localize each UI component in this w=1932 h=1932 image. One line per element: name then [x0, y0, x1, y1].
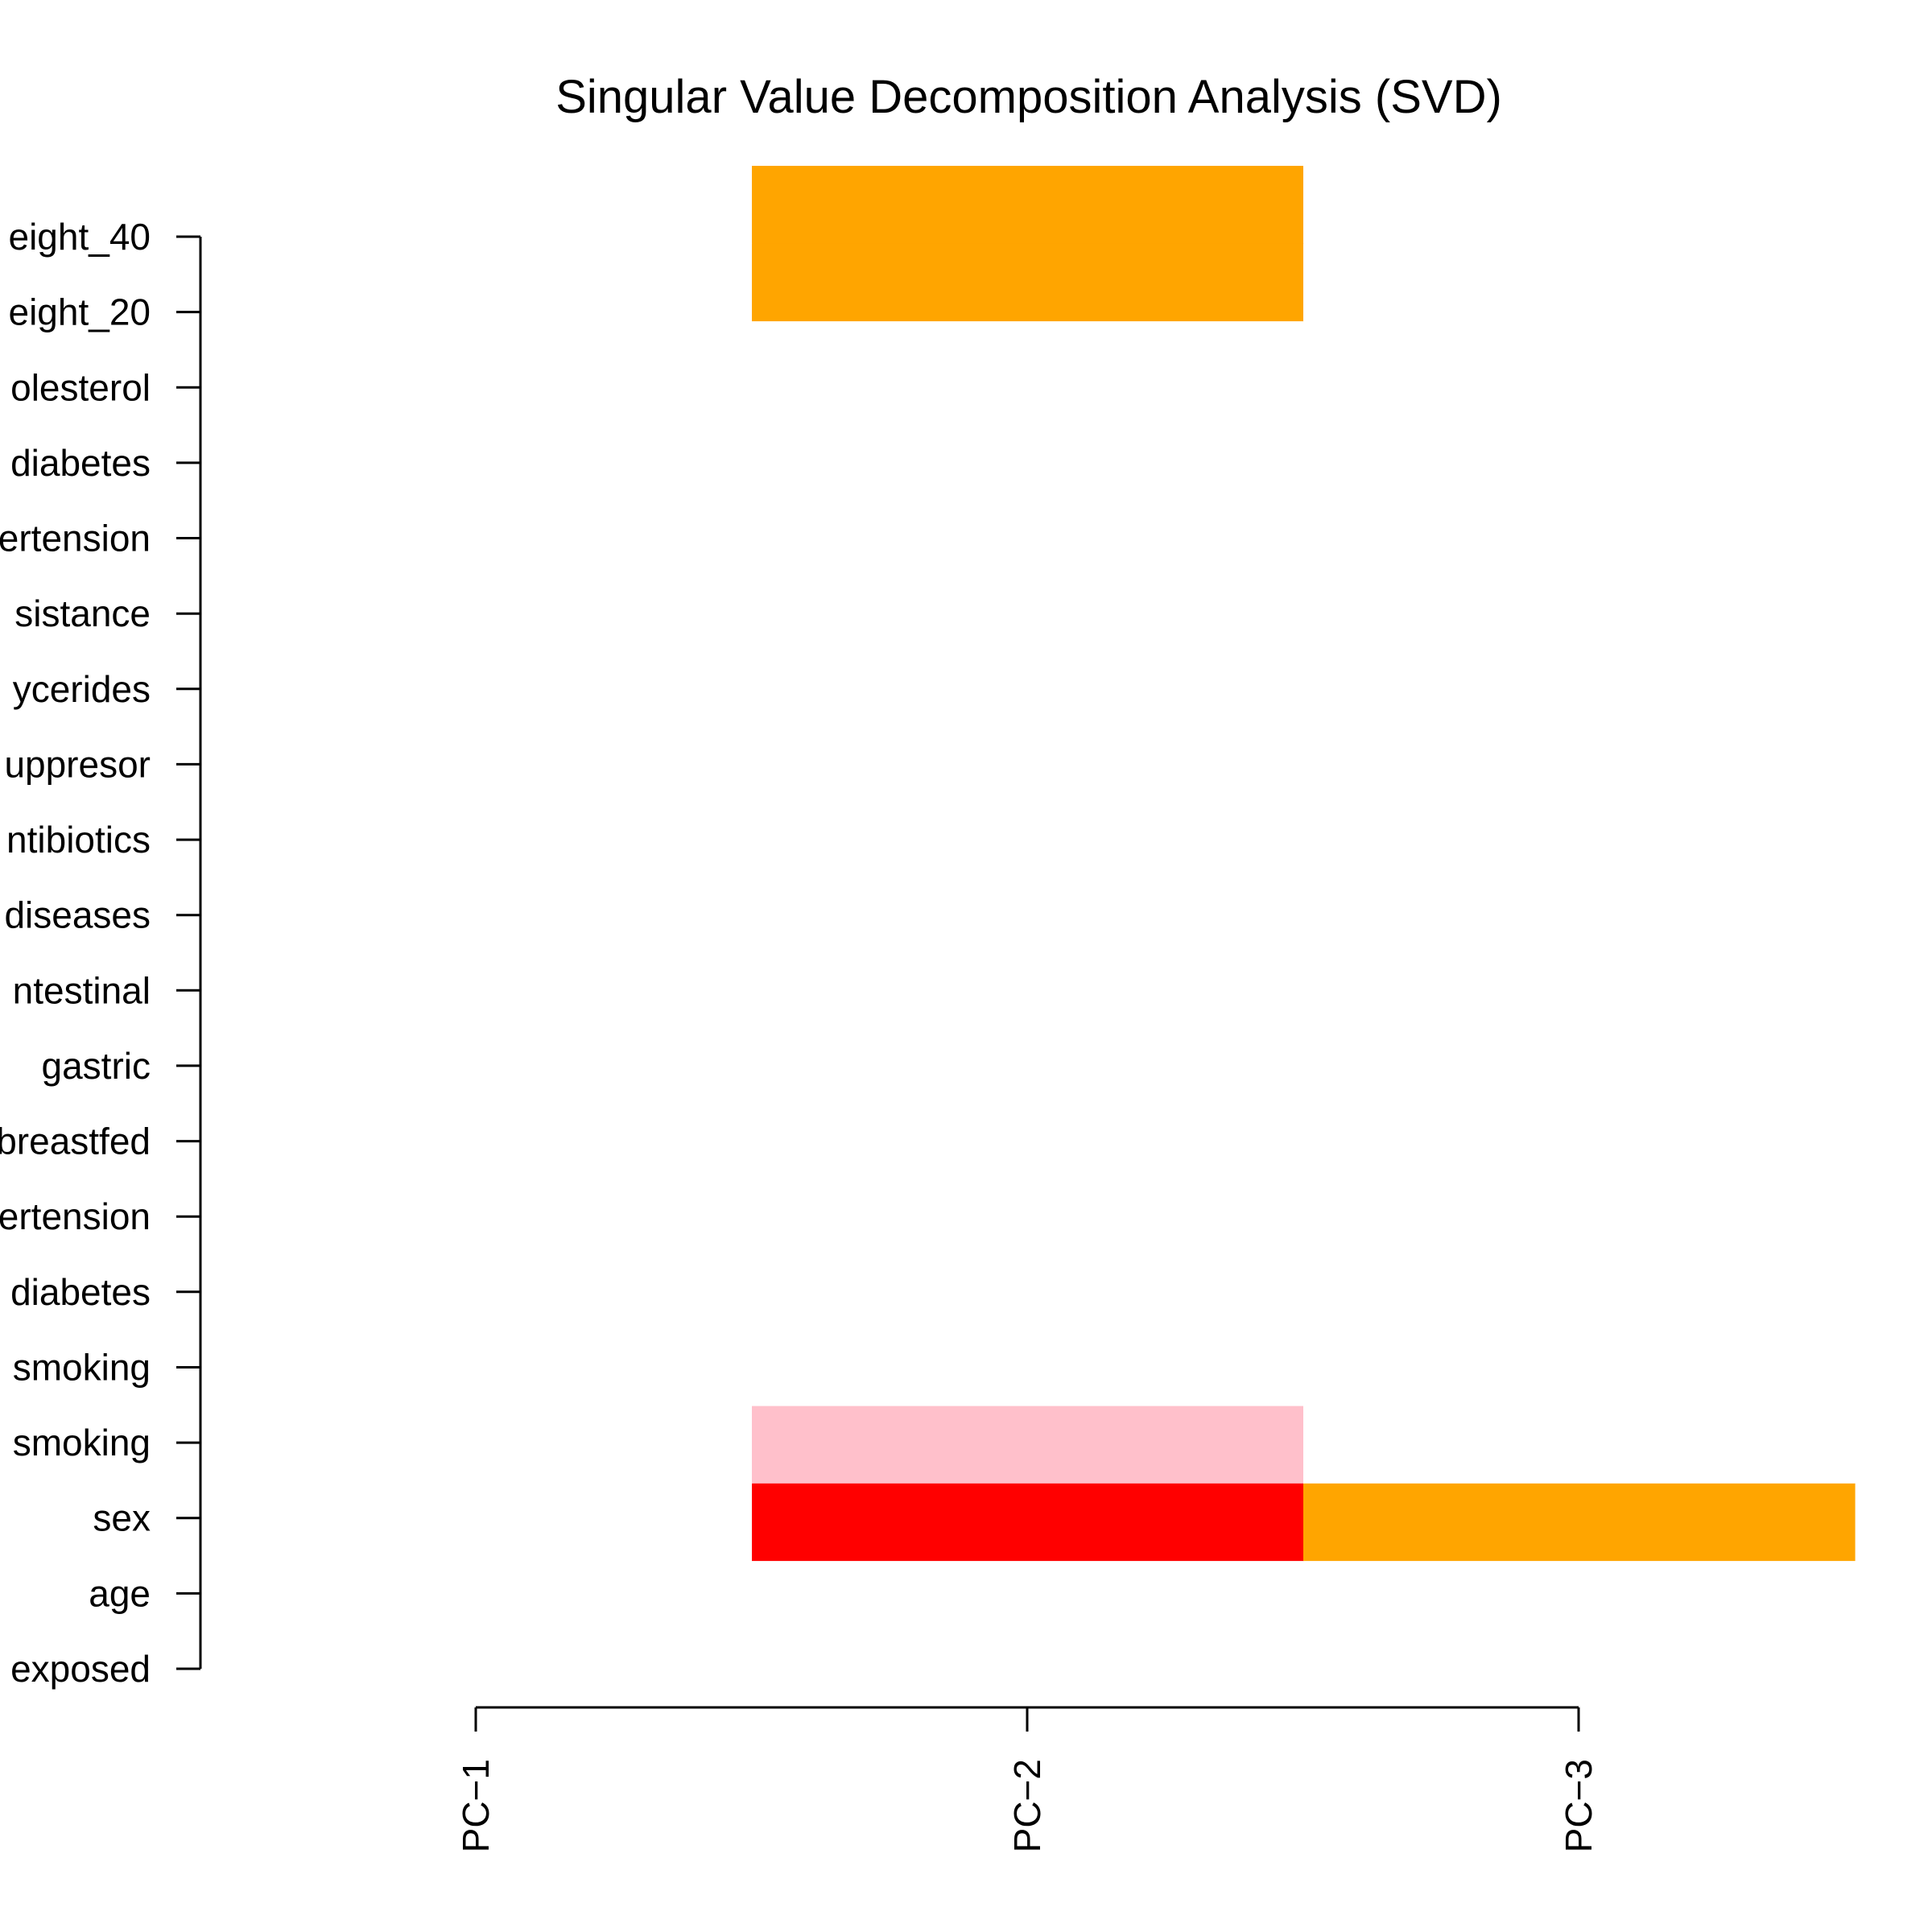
heatmap-cell-r6-c0 — [200, 1173, 753, 1252]
heatmap-cell-r8-c2 — [1303, 1018, 1856, 1096]
heatmap-cell-r7-c2 — [1303, 1096, 1856, 1174]
heatmap-cell-r1-c2 — [1303, 1560, 1856, 1639]
heatmap-cell-r15-c1 — [752, 476, 1304, 554]
heatmap-cell-r5-c0 — [200, 1250, 753, 1329]
y-tick-label: eight_40 — [9, 216, 151, 258]
heatmap-cell-r1-c1 — [752, 1560, 1304, 1639]
heatmap-cell-r9-c2 — [1303, 940, 1856, 1019]
heatmap-cell-r14-c1 — [752, 553, 1304, 632]
y-tick-label: age — [89, 1572, 151, 1614]
heatmap-cell-r13-c1 — [752, 630, 1304, 709]
y-tick-label: sistance — [14, 592, 151, 634]
y-tick-label: ntibiotics — [6, 819, 151, 861]
heatmap-cell-r18-c1 — [752, 243, 1304, 322]
y-tick-label: diabetes — [10, 442, 151, 484]
x-axis: PC−1 PC−2 PC−3 — [455, 1706, 1600, 1852]
heatmap-cell-r17-c0 — [200, 320, 753, 399]
heatmap-cell-r7-c0 — [200, 1096, 753, 1174]
heatmap-cell-r16-c1 — [752, 398, 1304, 477]
chart-title: Singular Value Decomposition Analysis (S… — [555, 71, 1502, 123]
heatmap-cell-r0-c2 — [1303, 1637, 1856, 1716]
heatmap-cell-r14-c0 — [200, 553, 753, 632]
y-tick-label: diabetes — [10, 1271, 151, 1313]
heatmap-cell-r18-c0 — [200, 243, 753, 322]
y-tick-label: breastfed — [0, 1121, 151, 1162]
y-tick-label: eight_20 — [9, 291, 151, 333]
heatmap-cell-r13-c0 — [200, 630, 753, 709]
heatmap-cell-r19-c1 — [752, 166, 1304, 244]
heatmap-cell-r17-c2 — [1303, 320, 1856, 399]
heatmap-cell-r4-c2 — [1303, 1327, 1856, 1406]
x-tick-label: PC−2 — [1006, 1759, 1048, 1852]
heatmap-cell-r14-c2 — [1303, 553, 1856, 632]
heatmap-cell-r3-c1 — [752, 1406, 1304, 1484]
heatmap-cell-r12-c2 — [1303, 708, 1856, 786]
heatmap-cell-r19-c2 — [1303, 166, 1856, 244]
heatmap-cell-r6-c2 — [1303, 1173, 1856, 1252]
y-tick-label: ertension — [0, 1195, 151, 1237]
heatmap-cell-r15-c0 — [200, 476, 753, 554]
heatmap-cell-r8-c1 — [752, 1018, 1304, 1096]
heatmap-cell-r9-c1 — [752, 940, 1304, 1019]
y-tick-label: smoking — [13, 1422, 151, 1463]
heatmap-cell-r1-c0 — [200, 1560, 753, 1639]
heatmap-cell-r2-c0 — [200, 1483, 753, 1562]
heatmap-cell-r10-c2 — [1303, 863, 1856, 942]
heatmap-cell-r5-c2 — [1303, 1250, 1856, 1329]
heatmap-cells — [200, 166, 1856, 1716]
x-tick-label: PC−1 — [455, 1759, 497, 1852]
y-tick-label: smoking — [13, 1347, 151, 1389]
heatmap-cell-r7-c1 — [752, 1096, 1304, 1174]
heatmap-cell-r9-c0 — [200, 940, 753, 1019]
heatmap-cell-r8-c0 — [200, 1018, 753, 1096]
y-axis: exposed age sex smoking smoking diabetes erten… — [0, 216, 202, 1690]
heatmap-cell-r11-c0 — [200, 786, 753, 864]
heatmap-cell-r18-c2 — [1303, 243, 1856, 322]
heatmap-cell-r3-c2 — [1303, 1406, 1856, 1484]
y-tick-label: ycerides — [13, 668, 151, 710]
y-tick-label: gastric — [42, 1045, 151, 1087]
heatmap-cell-r5-c1 — [752, 1250, 1304, 1329]
heatmap-cell-r10-c0 — [200, 863, 753, 942]
heatmap-cell-r13-c2 — [1303, 630, 1856, 709]
heatmap-cell-r17-c1 — [752, 320, 1304, 399]
y-tick-label: ntestinal — [13, 969, 151, 1011]
heatmap-cell-r2-c2 — [1303, 1483, 1856, 1562]
y-tick-label: olesterol — [10, 366, 151, 408]
heatmap-cell-r16-c2 — [1303, 398, 1856, 477]
heatmap-cell-r4-c0 — [200, 1327, 753, 1406]
y-tick-label: sex — [93, 1497, 151, 1539]
heatmap-cell-r11-c1 — [752, 786, 1304, 864]
heatmap-cell-r12-c0 — [200, 708, 753, 786]
heatmap-cell-r11-c2 — [1303, 786, 1856, 864]
heatmap-cell-r6-c1 — [752, 1173, 1304, 1252]
y-tick-label: uppresor — [4, 743, 151, 785]
heatmap-cell-r15-c2 — [1303, 476, 1856, 554]
heatmap-cell-r19-c0 — [200, 166, 753, 244]
y-tick-label: diseases — [4, 894, 151, 936]
heatmap-cell-r0-c0 — [200, 1637, 753, 1716]
heatmap-cell-r3-c0 — [200, 1406, 753, 1484]
heatmap-cell-r12-c1 — [752, 708, 1304, 786]
heatmap-cell-r4-c1 — [752, 1327, 1304, 1406]
heatmap-cell-r2-c1 — [752, 1483, 1304, 1562]
x-tick-label: PC−3 — [1558, 1759, 1600, 1852]
heatmap-cell-r16-c0 — [200, 398, 753, 477]
heatmap-cell-r10-c1 — [752, 863, 1304, 942]
heatmap-cell-r0-c1 — [752, 1637, 1304, 1716]
y-tick-label: exposed — [10, 1648, 151, 1690]
y-tick-label: ertension — [0, 518, 151, 559]
